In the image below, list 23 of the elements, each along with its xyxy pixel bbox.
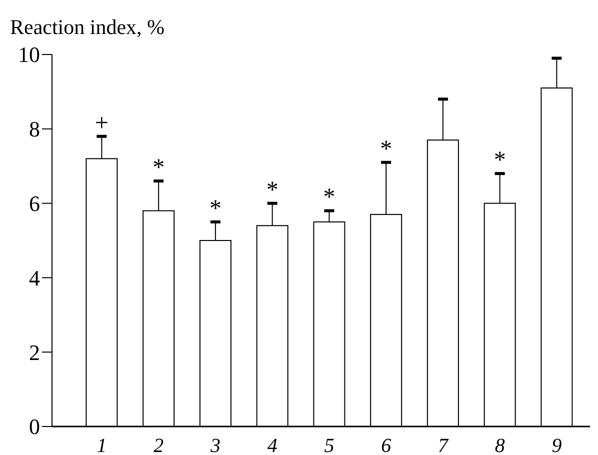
x-tick-label: 5 (324, 435, 334, 455)
x-tick-label: 7 (438, 435, 449, 455)
annotation: * (209, 196, 222, 222)
x-tick-label: 9 (552, 435, 562, 455)
y-tick-label: 2 (29, 340, 40, 365)
x-tick-label: 1 (96, 435, 107, 455)
x-tick-label: 3 (209, 435, 220, 455)
y-tick-label: 6 (29, 191, 40, 216)
annotation: * (152, 154, 165, 181)
x-tick-label: 6 (381, 435, 392, 455)
annotation: + (94, 110, 108, 136)
annotation: * (266, 177, 278, 204)
annotation: * (380, 136, 392, 162)
x-tick-label: 8 (494, 435, 505, 455)
y-tick-label: 10 (18, 42, 40, 68)
x-tick-label: 4 (267, 435, 278, 455)
annotation: * (494, 148, 506, 174)
y-tick-label: 0 (29, 414, 40, 440)
y-tick-label: 8 (29, 116, 40, 142)
x-tick-label: 2 (154, 435, 164, 455)
y-axis-title: Reaction index, % (10, 15, 165, 39)
y-tick-label: 4 (29, 265, 40, 290)
annotation: * (323, 184, 336, 211)
